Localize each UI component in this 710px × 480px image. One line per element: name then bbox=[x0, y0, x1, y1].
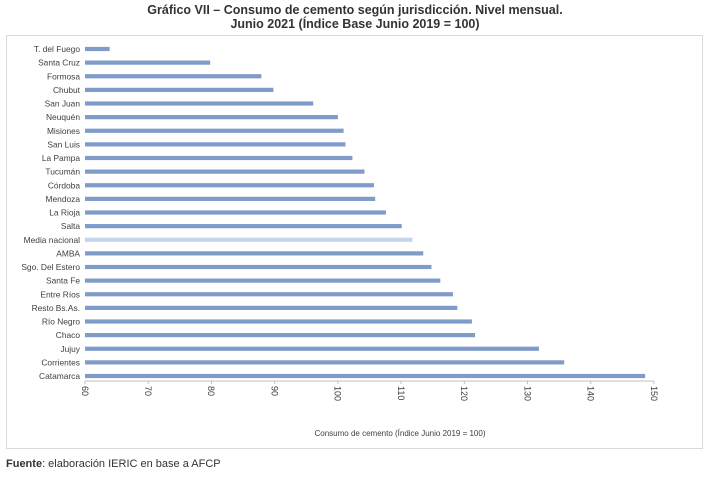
bar-11 bbox=[85, 196, 376, 201]
bar-13 bbox=[85, 224, 402, 229]
category-label: Córdoba bbox=[48, 180, 80, 190]
source-label: Fuente bbox=[6, 458, 43, 470]
bars-group bbox=[85, 46, 646, 379]
bar-18 bbox=[85, 292, 453, 297]
category-label: Chubut bbox=[53, 85, 81, 95]
source-note: Fuente: elaboración IERIC en base a AFCP bbox=[6, 458, 221, 470]
x-tick-label: 100 bbox=[333, 386, 343, 401]
x-tick-label: 60 bbox=[80, 386, 90, 396]
category-label: La Pampa bbox=[42, 153, 81, 163]
x-axis-group: 60 70 80 90 100 110 120 130 140 150 bbox=[80, 380, 659, 401]
bar-6 bbox=[85, 128, 344, 133]
x-tick-label: 140 bbox=[586, 386, 596, 401]
bar-21 bbox=[85, 333, 476, 338]
bar-16 bbox=[85, 264, 432, 270]
bar-15 bbox=[85, 251, 424, 256]
category-label: Corrientes bbox=[41, 357, 80, 367]
category-label: Catamarca bbox=[39, 371, 80, 381]
bar-5 bbox=[85, 115, 338, 120]
category-label: Tucumán bbox=[45, 167, 80, 177]
bar-12 bbox=[85, 210, 386, 215]
category-label: AMBA bbox=[56, 248, 80, 258]
chart-title-line-2: Junio 2021 (Índice Base Junio 2019 = 100… bbox=[230, 17, 480, 31]
bar-17 bbox=[85, 278, 441, 283]
source-text: : elaboración IERIC en base a AFCP bbox=[42, 458, 221, 470]
bar-8 bbox=[85, 155, 353, 161]
bar-24 bbox=[85, 373, 646, 379]
chart-title: Gráfico VII – Consumo de cemento según j… bbox=[0, 3, 710, 31]
bar-2 bbox=[85, 74, 262, 79]
chart-title-line-1: Gráfico VII – Consumo de cemento según j… bbox=[147, 3, 563, 17]
category-label: La Rioja bbox=[49, 208, 80, 218]
category-label: Santa Cruz bbox=[38, 58, 80, 68]
bar-1 bbox=[85, 60, 211, 65]
category-label: San Juan bbox=[45, 99, 81, 109]
bar-20 bbox=[85, 319, 472, 324]
category-label: Salta bbox=[61, 221, 80, 231]
bar-9 bbox=[85, 169, 365, 174]
category-label: Chaco bbox=[56, 330, 81, 340]
bar-14 bbox=[85, 237, 413, 242]
x-tick-label: 110 bbox=[396, 386, 406, 400]
x-tick-label: 150 bbox=[649, 386, 659, 401]
bar-22 bbox=[85, 346, 539, 351]
x-axis-title: Consumo de cemento (Índice Junio 2019 = … bbox=[315, 429, 486, 438]
bar-19 bbox=[85, 305, 458, 310]
bar-7 bbox=[85, 142, 346, 147]
category-label: Río Negro bbox=[42, 317, 81, 327]
category-label: Santa Fe bbox=[46, 276, 80, 286]
category-label: Sgo. Del Estero bbox=[21, 262, 80, 272]
category-labels-group: T. del Fuego Santa Cruz Formosa Chubut San J… bbox=[21, 44, 80, 381]
x-tick-label: 90 bbox=[269, 386, 279, 396]
category-label: Misiones bbox=[47, 126, 80, 136]
bar-4 bbox=[85, 101, 314, 106]
category-label: Jujuy bbox=[60, 344, 80, 354]
category-label: Media nacional bbox=[24, 235, 80, 245]
bar-3 bbox=[85, 87, 274, 92]
category-label: T. del Fuego bbox=[34, 44, 80, 54]
chart-frame bbox=[6, 35, 703, 449]
category-label: Resto Bs.As. bbox=[32, 303, 80, 313]
x-tick-label: 70 bbox=[143, 386, 153, 396]
x-tick-label: 130 bbox=[522, 386, 532, 401]
category-label: Entre Ríos bbox=[40, 289, 80, 299]
x-tick-label: 80 bbox=[206, 386, 216, 396]
bar-0 bbox=[85, 46, 110, 52]
bar-23 bbox=[85, 360, 565, 365]
category-label: Formosa bbox=[47, 71, 80, 81]
x-tick-label: 120 bbox=[459, 386, 469, 401]
category-label: San Luis bbox=[47, 139, 80, 149]
bar-10 bbox=[85, 183, 374, 188]
category-label: Neuquén bbox=[46, 112, 80, 122]
category-label: Mendoza bbox=[46, 194, 81, 204]
